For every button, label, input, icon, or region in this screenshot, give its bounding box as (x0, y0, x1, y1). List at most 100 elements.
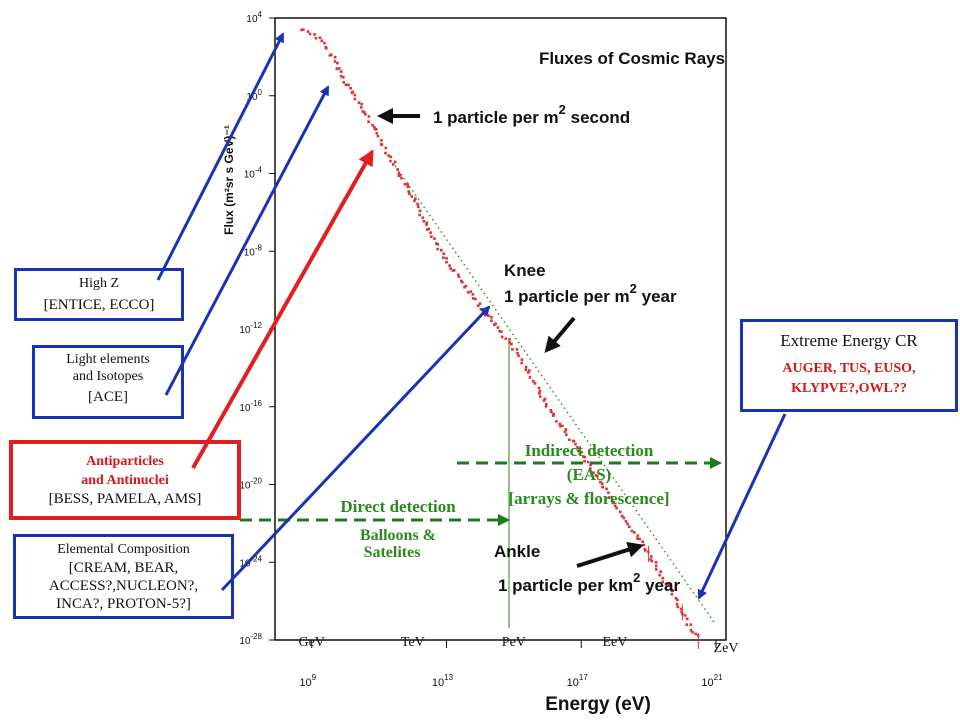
energy-unit-labels: GeV TeV PeV EeV ZeV (298, 635, 738, 656)
flux-point (324, 46, 328, 50)
flux-point (335, 67, 339, 70)
elemental-title: Elemental Composition (57, 542, 190, 557)
high-z-arrow (156, 32, 285, 281)
flux-data-points (300, 28, 700, 649)
flux-point (380, 139, 383, 142)
flux-point (410, 195, 413, 198)
flux-point (592, 471, 595, 474)
flux-point (641, 540, 644, 543)
flux-point (613, 504, 617, 508)
flux-point (371, 123, 374, 127)
flux-point (436, 243, 440, 246)
flux-point (328, 54, 332, 57)
flux-point (537, 386, 541, 390)
flux-point (391, 163, 395, 166)
flux-point (333, 60, 337, 63)
flux-point (353, 93, 357, 97)
flux-point (610, 495, 614, 499)
flux-point (516, 351, 519, 355)
flux-point (543, 397, 547, 401)
flux-point (685, 617, 689, 621)
m2-year-pre: 1 particle per m (504, 287, 630, 306)
flux-point (302, 28, 305, 31)
flux-point (676, 598, 679, 602)
flux-point (367, 115, 371, 118)
flux-point (350, 91, 354, 95)
flux-point (339, 70, 343, 73)
flux-point (406, 183, 410, 186)
flux-point (389, 159, 392, 163)
flux-point (550, 410, 553, 414)
flux-point (508, 338, 511, 341)
elemental-arrow (220, 305, 491, 592)
elemental-composition-box: Elemental Composition [CREAM, BEAR, ACCE… (13, 534, 234, 619)
flux-point (397, 171, 401, 175)
direct-line-3: Satelites (364, 544, 421, 561)
flux-point (624, 520, 628, 523)
flux-point (414, 197, 417, 200)
flux-point (654, 568, 658, 571)
flux-point (318, 36, 322, 40)
flux-point (615, 506, 618, 510)
flux-point (588, 467, 592, 470)
reference-line-path (394, 165, 717, 626)
flux-point (694, 632, 698, 636)
flux-point (683, 614, 687, 617)
km2-year-pre: 1 particle per km (498, 576, 633, 595)
antiparticles-arrow (191, 149, 374, 469)
flux-point (367, 120, 370, 124)
flux-point (636, 534, 640, 537)
x-tick-label: 1013 (432, 673, 454, 689)
flux-point (418, 209, 422, 213)
flux-point (408, 192, 411, 196)
flux-point (577, 449, 580, 453)
flux-point (638, 537, 641, 541)
flux-point (658, 573, 661, 577)
flux-point (515, 348, 519, 351)
flux-point (375, 131, 379, 135)
flux-point (442, 252, 445, 256)
flux-point (353, 97, 357, 101)
antiparticles-box: Antiparticles and Antinuclei [BESS, PAME… (9, 440, 241, 520)
flux-point (478, 302, 482, 305)
flux-point (329, 53, 333, 57)
flux-point (445, 256, 448, 260)
x-tick-labels: 109 1013 1017 1021 (299, 640, 723, 689)
m2-year-sup: 2 (630, 281, 637, 296)
flux-point (449, 267, 452, 270)
flux-point (549, 409, 553, 412)
light-elements-line-1: Light elements (66, 352, 150, 367)
flux-point (425, 221, 429, 225)
y-tick-label: 104 (246, 10, 262, 25)
energy-unit-label: EeV (602, 635, 627, 650)
flux-point (674, 596, 678, 600)
flux-point (464, 284, 468, 288)
flux-point (476, 304, 480, 307)
elemental-line-4: INCA?, PROTON-5?] (56, 596, 191, 612)
flux-point (626, 522, 629, 526)
flux-point (528, 376, 532, 379)
flux-point (675, 602, 679, 606)
flux-point (384, 151, 387, 155)
flux-point (496, 326, 500, 329)
direct-line-2: Balloons & (360, 527, 436, 544)
flux-point (524, 365, 528, 369)
extreme-energy-arrow (697, 413, 787, 600)
flux-point (650, 559, 654, 563)
flux-point (398, 174, 402, 177)
flux-point (544, 405, 548, 408)
flux-point (396, 168, 399, 171)
flux-point (661, 576, 665, 580)
flux-point (689, 629, 693, 632)
annotation-m2-second: 1 particle per m2 second (377, 102, 630, 127)
flux-point (576, 446, 579, 449)
flux-point (636, 537, 639, 540)
flux-point (339, 74, 343, 78)
flux-point (308, 32, 312, 36)
flux-point (435, 242, 438, 245)
y-tick-label: 10-12 (239, 321, 262, 336)
high-z-title: High Z (78, 276, 120, 291)
light-elements-box: Light elements and Isotopes [ACE] (32, 345, 184, 419)
flux-point (306, 30, 310, 33)
